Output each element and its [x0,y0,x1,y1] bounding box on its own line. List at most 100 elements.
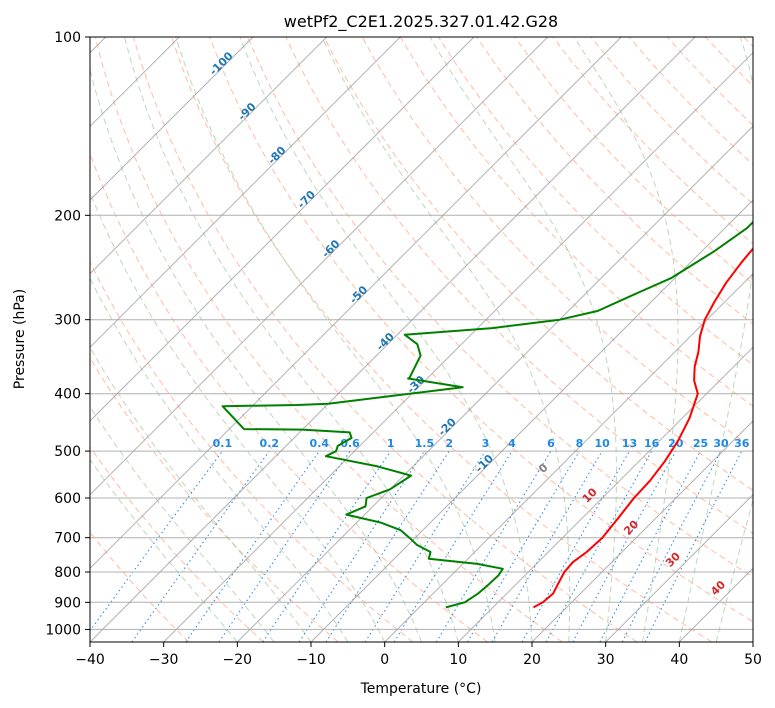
mixing-ratio-label: 1 [387,437,395,450]
mixing-ratio-line [325,450,450,642]
y-tick-label: 1000 [45,622,81,638]
plot-area: 0.1 0.2 0.4 0.6 1 1.5 2 3 4 6 8 10 13 16 20 25 30 36 -100 -… [90,37,753,642]
x-tick-label: −10 [296,652,326,668]
dry-adiabat-line [90,260,414,642]
isotherm-gridline [90,37,696,642]
mixing-ratio-line [572,450,677,642]
y-tick-label: 600 [54,491,81,507]
isotherm-label: -70 [295,188,318,211]
profile-series [221,220,753,609]
x-axis: −40 −30 −20 −10 0 10 20 30 40 50 [75,642,762,668]
dry-adiabat-line [90,531,190,642]
mixing-ratio-line [131,450,270,642]
x-tick-label: 10 [449,652,467,668]
x-tick-label: 40 [670,652,688,668]
moist-adiabat-label: 30 [663,549,683,569]
mixing-ratio-line [298,450,425,642]
dry-adiabat-line [437,37,753,366]
isotherm-label: -90 [235,100,258,123]
dry-adiabat-line [90,356,339,642]
y-tick-label: 900 [54,595,81,611]
mixing-ratio-label: 0.6 [340,437,360,450]
mixing-ratio-label: 30 [713,437,729,450]
moist-adiabat-line [678,37,753,642]
moist-adiabat-line [175,37,496,642]
mixing-ratio-label: 10 [594,437,610,450]
y-tick-label: 400 [54,387,81,403]
moist-adiabat-line [90,277,349,642]
moist-adiabat-line [429,37,617,642]
isotherm-label: -20 [436,415,459,438]
y-tick-label: 300 [54,313,81,329]
moist-adiabat-line [90,67,422,642]
isotherm-gridline [384,272,753,642]
isotherm-gridline [531,420,753,642]
mixing-ratio-line [644,450,743,642]
isotherm-gridline [678,567,753,642]
y-tick-label: 200 [54,208,81,224]
y-axis-title: Pressure (hPa) [12,289,28,389]
mixing-ratio-label: 25 [693,437,708,450]
moist-adiabat-line [321,37,571,642]
mixing-ratio-line [90,450,223,632]
dry-adiabat-line [90,152,488,642]
mixing-ratio-label: 3 [482,437,490,450]
grid-lines [90,37,753,642]
moist-adiabat-label: 40 [708,578,728,598]
mixing-ratio-line [467,450,580,642]
mixing-ratio-line [393,450,513,642]
x-tick-label: −20 [223,652,253,668]
isotherm-gridline [90,37,328,275]
mixing-ratio-label: 13 [622,437,637,450]
dry-adiabat-line [476,37,753,325]
isotherm-gridline [605,493,753,642]
moist-adiabat-line [90,346,312,642]
y-tick-label: 100 [54,30,81,46]
moist-adiabat-label: 20 [621,517,641,537]
isotherm-gridline [90,37,549,496]
mixing-ratio-label: 8 [576,437,584,450]
dry-adiabat-line [247,37,753,578]
mixing-ratio-label: 36 [734,437,750,450]
mixing-ratio-line [185,450,320,642]
moist-adiabat-line [124,37,459,642]
dry-adiabat-line [666,37,753,126]
y-axis: 100 200 300 400 500 600 700 800 900 1000 [45,30,90,638]
mixing-ratio-label: 1.5 [415,437,435,450]
dry-adiabat-line [704,37,753,87]
moist-adiabat-label: 10 [580,485,600,505]
moist-adiabat-line [573,37,679,642]
isotherm-gridline [90,37,475,422]
isotherm-gridline [752,641,753,642]
x-tick-label: −30 [149,652,179,668]
x-tick-label: 50 [744,652,762,668]
moist-adiabat-line [90,190,386,642]
x-tick-label: 0 [380,652,389,668]
x-tick-label: −40 [75,652,105,668]
mixing-ratio-lines [90,450,743,642]
y-tick-label: 500 [54,444,81,460]
mixing-ratio-label: 2 [445,437,453,450]
moist-adiabat-line [715,498,753,642]
moist-adiabat-line [90,458,238,642]
isotherm-label: -60 [319,237,342,260]
isotherm-gridline [90,37,622,570]
mixing-ratio-label: 4 [508,437,516,450]
isopleth-labels: 0.1 0.2 0.4 0.6 1 1.5 2 3 4 6 8 10 13 16 20 25 30 36 -100 -… [207,49,750,598]
dry-adiabat-line [132,37,638,642]
dry-adiabat-line [743,37,753,48]
isotherm-gridline [457,346,753,642]
dry-adiabat-line [209,37,753,623]
moist-adiabats [90,37,753,642]
isotherm-gridline [163,51,753,642]
dry-adiabat-line [90,446,264,642]
chart-title: wetPf2_C2E1.2025.327.01.42.G28 [284,12,558,32]
mixing-ratio-line [599,450,701,642]
dry-adiabat-line [514,37,753,285]
mixing-ratio-line [521,450,630,642]
isotherm-label: -100 [207,49,236,78]
mixing-ratio-label: 0.4 [310,437,330,450]
mixing-ratio-label: 0.2 [260,437,280,450]
mixing-ratio-line [262,450,392,642]
